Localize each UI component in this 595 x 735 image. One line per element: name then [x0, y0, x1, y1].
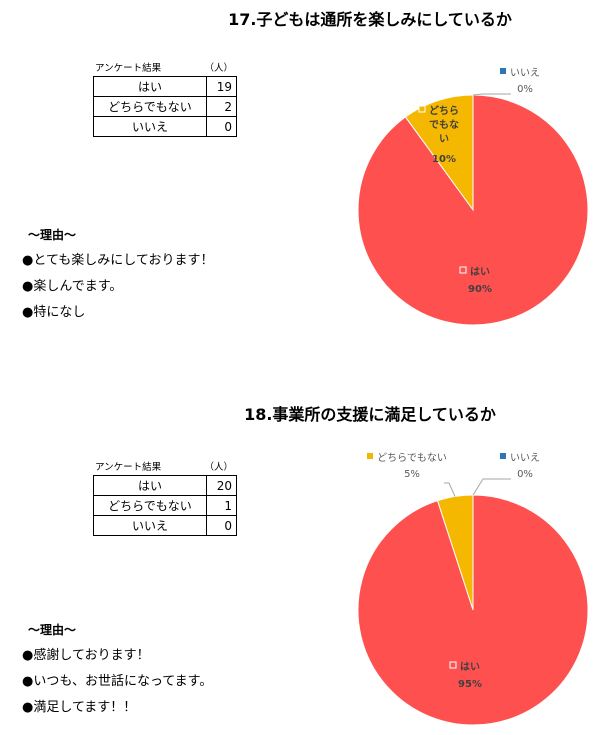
row-value: 20 — [206, 475, 237, 496]
legend-key-icon — [459, 266, 467, 274]
data-label-percent: 0% — [517, 469, 533, 480]
data-label: どちらでもない 5% — [367, 452, 447, 480]
data-label: はい 95% — [449, 661, 482, 690]
row-value: 0 — [206, 116, 237, 137]
row-label: はい — [93, 475, 207, 496]
leader-line — [472, 93, 511, 96]
survey-header: アンケート結果 （人） — [93, 461, 237, 475]
survey-table-block: アンケート結果 （人） はい 19 どちらでもない 2 いいえ 0 — [93, 62, 237, 137]
reasons-title: 〜理由〜 — [28, 228, 77, 242]
pie-slice-1 — [404, 94, 474, 212]
table-row: はい 20 — [93, 475, 237, 496]
data-label-percent: 95% — [458, 679, 482, 690]
row-value: 1 — [206, 495, 237, 516]
legend-key-icon — [449, 661, 457, 669]
data-label-name: いいえ — [510, 67, 540, 79]
row-label: いいえ — [93, 116, 207, 137]
reason-item: ●とても楽しみにしております！ — [22, 253, 214, 268]
reason-item: ●特になし — [22, 305, 86, 320]
data-label-percent: 90% — [468, 284, 492, 295]
table-row: いいえ 0 — [93, 515, 237, 536]
legend-key-icon — [500, 68, 506, 74]
data-label-name: はい — [470, 266, 490, 278]
leader-line — [472, 478, 511, 496]
reason-item: ●満足してます！！ — [22, 700, 137, 715]
survey-table: はい 20 どちらでもない 1 いいえ 0 — [93, 475, 237, 536]
reasons-list: 〜理由〜 ●感謝しております！ ●いつも、お世話になってます。 ●満足してます！… — [22, 621, 212, 722]
reason-item: ●楽しんでます。 — [22, 279, 123, 294]
survey-table-block: アンケート結果 （人） はい 20 どちらでもない 1 いいえ 0 — [93, 461, 237, 536]
pie-slice-0 — [357, 494, 589, 726]
data-label: どちらでもない 10% — [418, 104, 459, 165]
data-label-percent: 10% — [432, 154, 456, 165]
data-label: いいえ 0% — [500, 67, 540, 95]
survey-unit: （人） — [204, 462, 233, 473]
row-value: 0 — [206, 515, 237, 536]
pie-chart: はい 95% どちらでもない 5% いいえ 0% — [357, 452, 589, 726]
reasons-list: 〜理由〜 ●とても楽しみにしております！ ●楽しんでます。 ●特になし — [22, 226, 214, 327]
pie-slice-0 — [357, 94, 589, 326]
data-label-name: いいえ — [510, 452, 540, 464]
section-title: 18.事業所の支援に満足しているか — [244, 405, 496, 424]
table-row: いいえ 0 — [93, 116, 237, 137]
table-row: どちらでもない 2 — [93, 96, 237, 117]
data-label-name: どちらでもない — [429, 104, 459, 145]
legend-key-icon — [500, 453, 506, 459]
section-title: 17.子どもは通所を楽しみにしているか — [228, 10, 512, 29]
row-label: はい — [93, 76, 207, 97]
legend-key-icon — [367, 453, 373, 459]
data-label: いいえ 0% — [500, 452, 540, 480]
row-value: 2 — [206, 96, 237, 117]
legend-key-icon — [418, 105, 426, 113]
survey-label: アンケート結果 — [95, 63, 162, 74]
table-row: はい 19 — [93, 76, 237, 97]
survey-section-18: 18.事業所の支援に満足しているか アンケート結果 （人） はい 20 どちらで… — [0, 395, 595, 726]
row-value: 19 — [206, 76, 237, 97]
survey-header: アンケート結果 （人） — [93, 62, 237, 76]
survey-unit: （人） — [204, 63, 233, 74]
table-row: どちらでもない 1 — [93, 495, 237, 516]
data-label-percent: 5% — [404, 469, 420, 480]
row-label: どちらでもない — [93, 495, 207, 516]
data-label: はい 90% — [459, 266, 492, 295]
reasons-title: 〜理由〜 — [28, 623, 77, 637]
data-label-name: はい — [460, 661, 480, 673]
survey-label: アンケート結果 — [95, 462, 162, 473]
reason-item: ●感謝しております！ — [22, 648, 150, 663]
data-label-name: どちらでもない — [377, 452, 447, 464]
survey-section-17: 17.子どもは通所を楽しみにしているか アンケート結果 （人） はい 19 どち… — [0, 0, 595, 360]
row-label: いいえ — [93, 515, 207, 536]
leader-line — [444, 482, 456, 497]
data-label-percent: 0% — [517, 84, 533, 95]
row-label: どちらでもない — [93, 96, 207, 117]
reason-item: ●いつも、お世話になってます。 — [22, 674, 213, 689]
survey-table: はい 19 どちらでもない 2 いいえ 0 — [93, 76, 237, 137]
pie-chart: はい 90% どちらでもない 10% いいえ 0% — [357, 67, 589, 326]
